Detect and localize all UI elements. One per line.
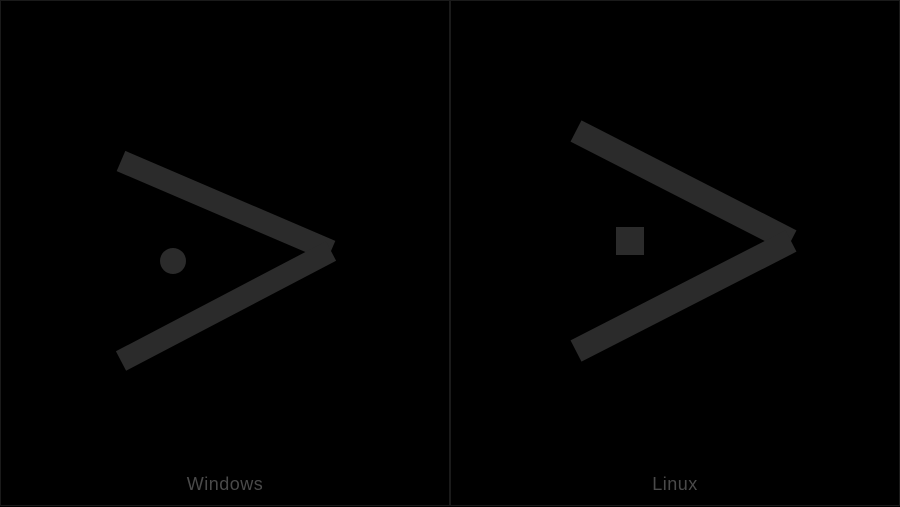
angle-dot-icon [1, 1, 451, 507]
glyph-linux [451, 1, 900, 507]
panel-linux: Linux [450, 0, 900, 506]
glyph-windows [1, 1, 451, 507]
angle-dot-icon [451, 1, 900, 507]
panel-windows: Windows [0, 0, 450, 506]
comparison-container: Windows Linux [0, 0, 900, 506]
caption-linux: Linux [451, 474, 899, 495]
caption-windows: Windows [1, 474, 449, 495]
